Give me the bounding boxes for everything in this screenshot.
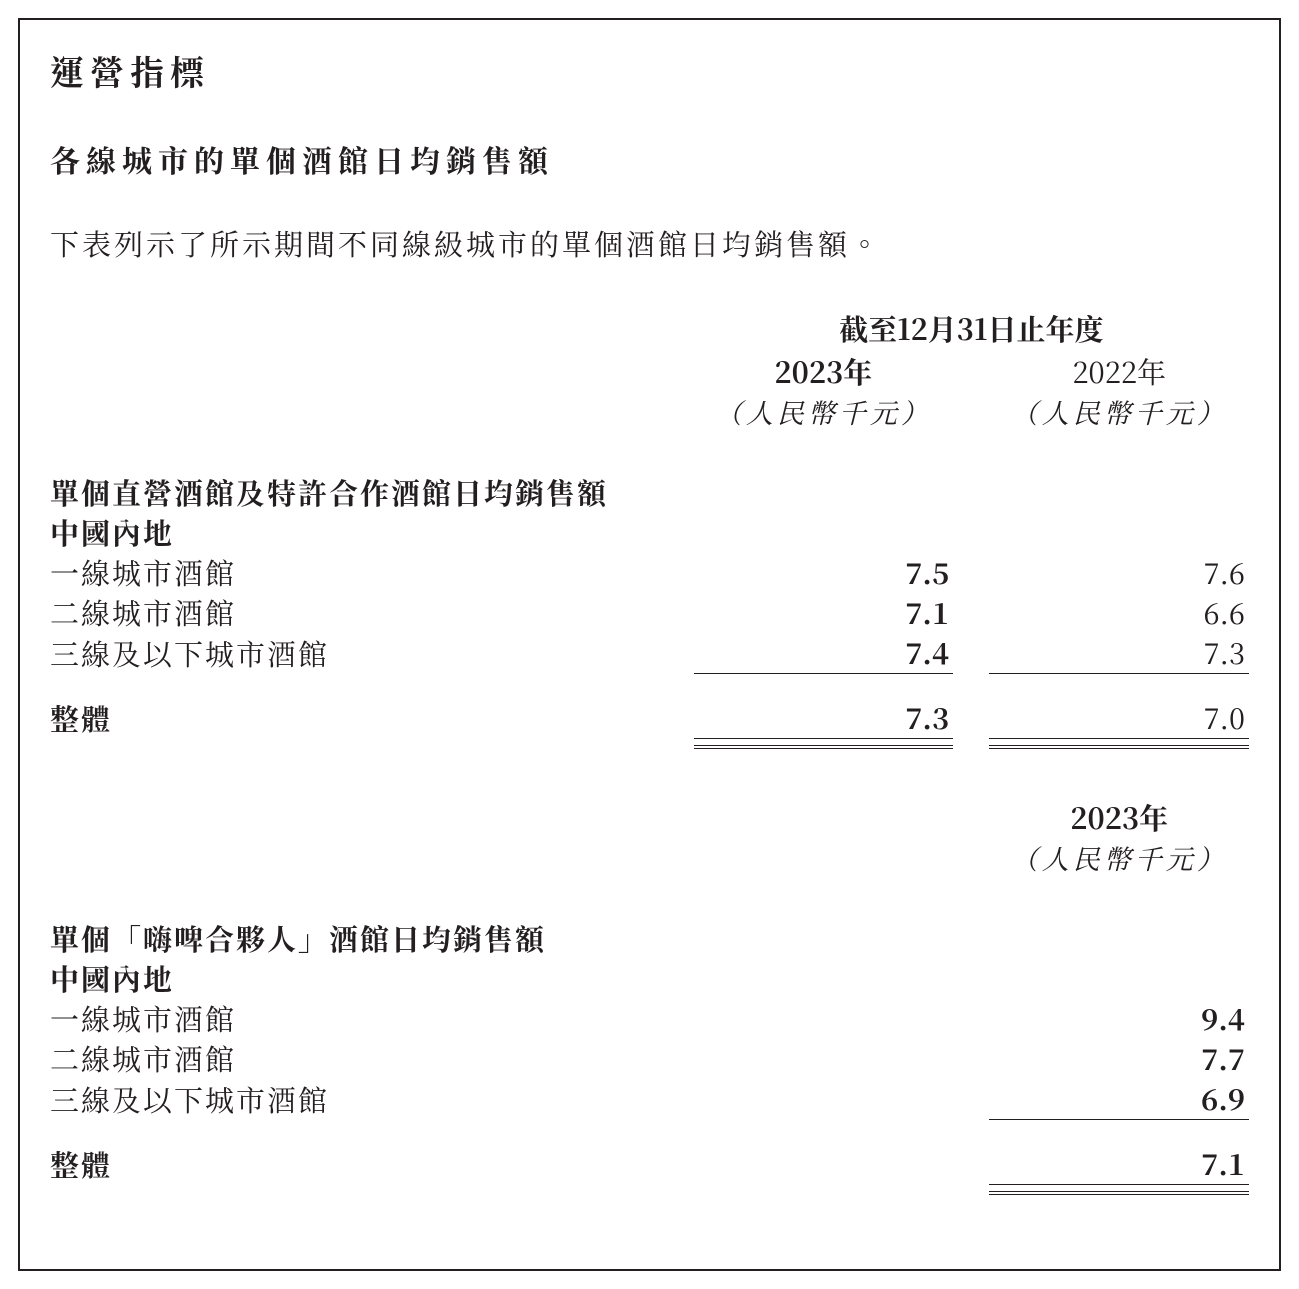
col-unit-2022: （人民幣千元） [989,392,1249,437]
row-label: 一線城市酒館 [50,999,694,1039]
table-row: 二線城市酒館 7.7 [50,1039,1249,1079]
total-row: 整體 7.1 [50,1144,1249,1185]
col-unit-2023: （人民幣千元） [989,838,1249,883]
cell-2023: 6.9 [989,1079,1249,1120]
period-header: 截至12月31日止年度 [694,308,1249,351]
row-label: 三線及以下城市酒館 [50,633,694,674]
page-title: 運營指標 [50,46,1249,95]
cell-2023: 9.4 [989,999,1249,1039]
col-header-2022: 2022年 [989,351,1249,392]
section-subtitle: 各線城市的單個酒館日均銷售額 [50,137,1249,181]
cell-2023: 7.4 [694,633,954,674]
region-label: 中國內地 [50,959,1249,999]
cell-2022: 7.6 [989,553,1249,593]
total-2023: 7.1 [989,1144,1249,1185]
table-row: 三線及以下城市酒館 6.9 [50,1079,1249,1120]
region-label: 中國內地 [50,513,1249,553]
total-row: 整體 7.3 7.0 [50,698,1249,739]
intro-paragraph: 下表列示了所示期間不同線級城市的單個酒館日均銷售額。 [50,223,1249,264]
section-heading: 單個「嗨啤合夥人」酒館日均銷售額 [50,919,1249,959]
table-row: 一線城市酒館 7.5 7.6 [50,553,1249,593]
cell-2022: 7.3 [989,633,1249,674]
total-2022: 7.0 [989,698,1249,739]
col-header-2023: 2023年 [694,351,954,392]
col-header-2023: 2023年 [989,797,1249,838]
table-row: 一線城市酒館 9.4 [50,999,1249,1039]
cell-2023: 7.5 [694,553,954,593]
document-frame: 運營指標 各線城市的單個酒館日均銷售額 下表列示了所示期間不同線級城市的單個酒館… [18,18,1281,1271]
row-label: 二線城市酒館 [50,593,694,633]
row-label: 一線城市酒館 [50,553,694,593]
row-label: 二線城市酒館 [50,1039,694,1079]
table-row: 三線及以下城市酒館 7.4 7.3 [50,633,1249,674]
table-direct-franchise: 截至12月31日止年度 2023年 2022年 （人民幣千元） （人民幣千元） … [50,308,1249,749]
row-label: 三線及以下城市酒館 [50,1079,694,1120]
total-2023: 7.3 [694,698,954,739]
section-heading: 單個直營酒館及特許合作酒館日均銷售額 [50,473,1249,513]
cell-2023: 7.1 [694,593,954,633]
table-partner: 2023年 （人民幣千元） 單個「嗨啤合夥人」酒館日均銷售額 中國內地 一線城市… [50,797,1249,1195]
cell-2022: 6.6 [989,593,1249,633]
total-label: 整體 [50,1144,694,1185]
table-row: 二線城市酒館 7.1 6.6 [50,593,1249,633]
total-label: 整體 [50,698,694,739]
cell-2023: 7.7 [989,1039,1249,1079]
col-unit-2023: （人民幣千元） [694,392,954,437]
